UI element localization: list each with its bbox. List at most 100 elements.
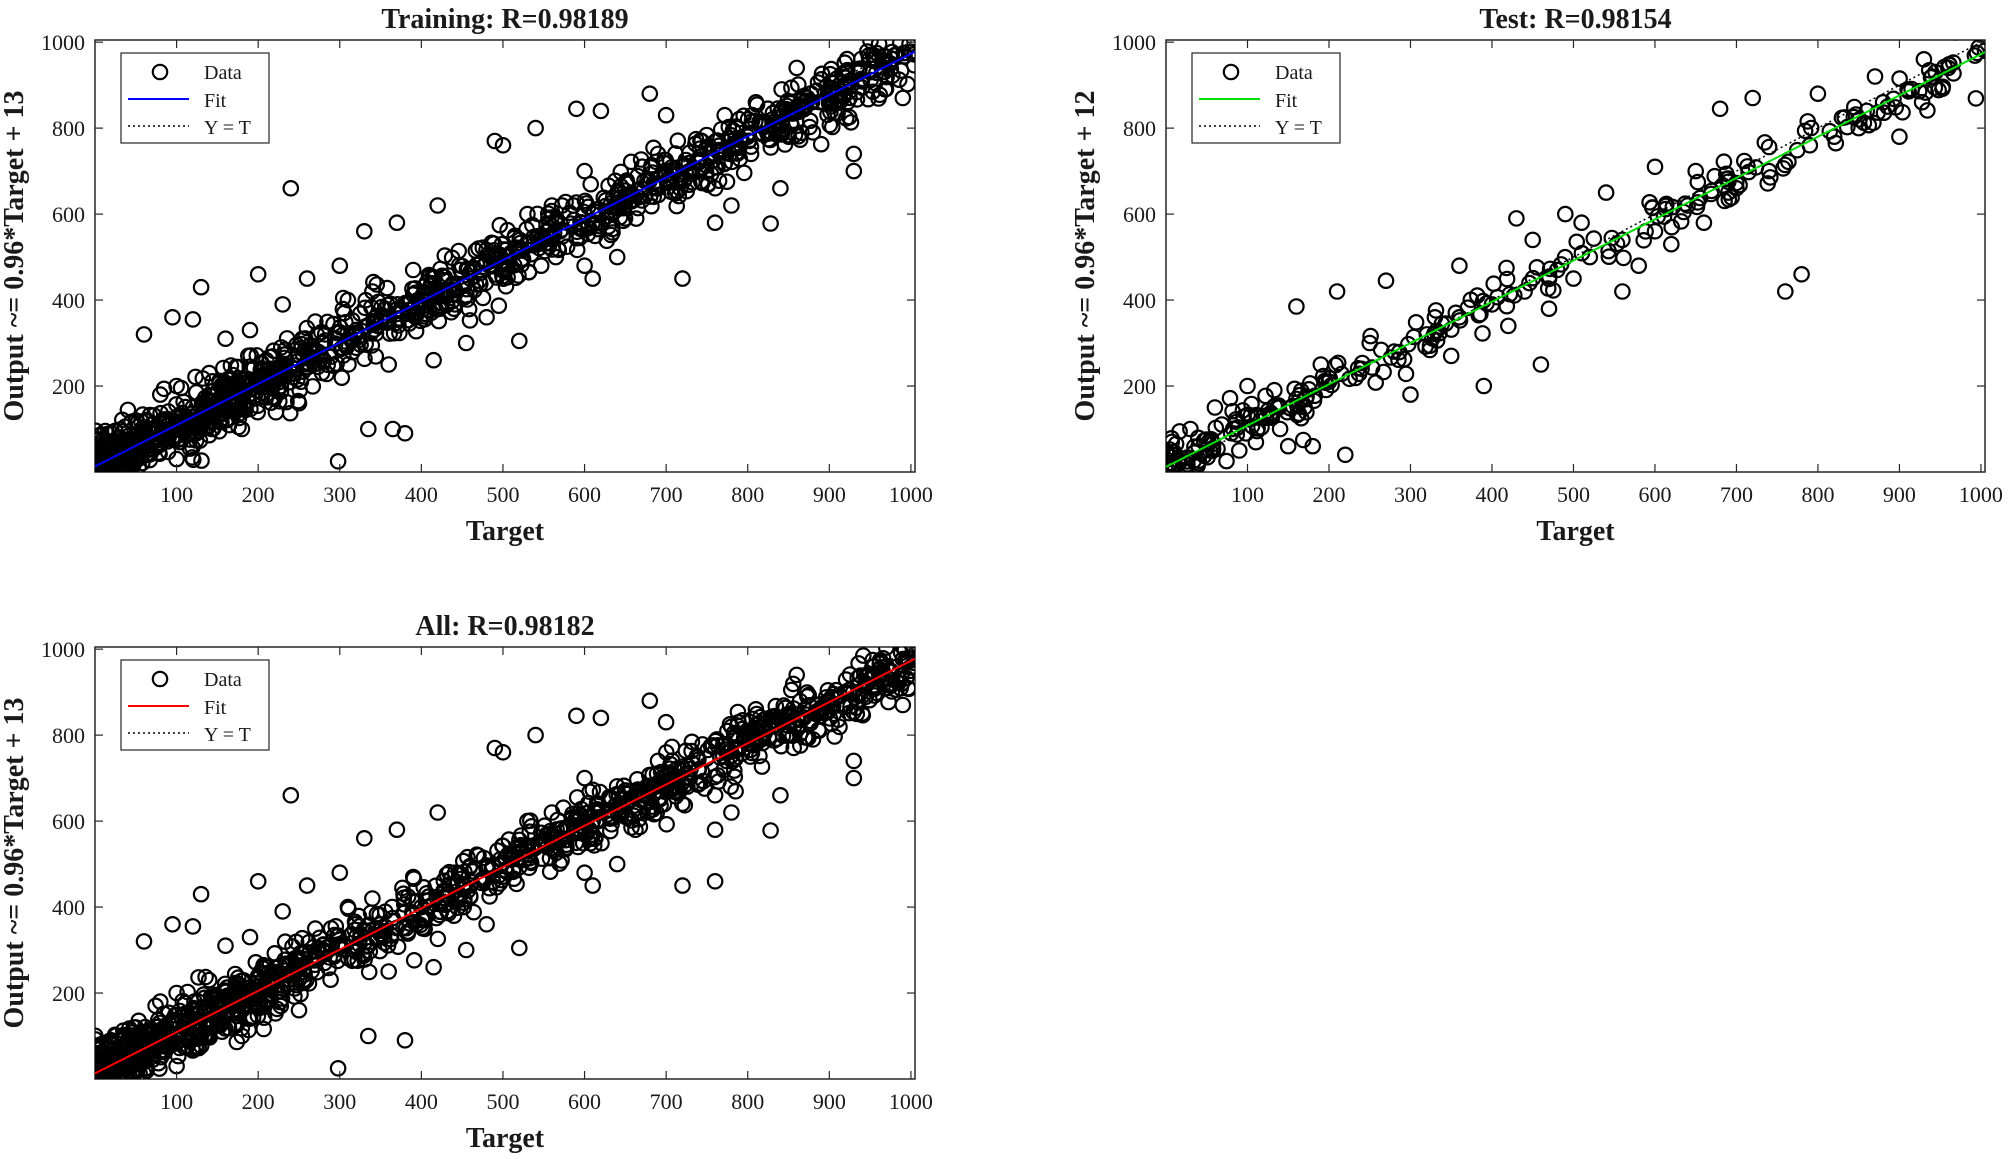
data-point [1451, 257, 1468, 274]
data-point [772, 180, 789, 197]
data-point-cloud [590, 796, 607, 813]
x-tick-label: 200 [1312, 482, 1345, 507]
data-point-cloud [549, 240, 567, 258]
y-tick-label: 400 [52, 288, 85, 313]
data-point-cloud [572, 214, 589, 231]
data-point [882, 55, 899, 72]
fit-line [1166, 51, 1985, 468]
data-point [861, 63, 879, 81]
data-point-cloud [667, 771, 685, 789]
data-point-cloud [1248, 422, 1266, 440]
data-point [1744, 89, 1761, 107]
data-point-cloud [837, 110, 855, 127]
data-point [217, 937, 234, 954]
data-point [1695, 214, 1713, 231]
data-layer [95, 40, 915, 472]
data-point [290, 1001, 308, 1019]
data-point-cloud [409, 915, 426, 932]
data-point-cloud [859, 90, 877, 108]
data-point-cloud [1521, 274, 1538, 292]
data-point [894, 696, 912, 714]
data-point [143, 416, 161, 433]
data-point [1976, 42, 1985, 59]
data-point-cloud [640, 766, 658, 784]
data-point-cloud [119, 401, 137, 419]
data-point-cloud [1421, 341, 1439, 359]
data-point [1687, 162, 1704, 180]
data-point-cloud [278, 393, 295, 411]
data-point [1793, 265, 1810, 283]
data-point-cloud [269, 983, 287, 1000]
data-point-cloud [819, 681, 837, 699]
data-point [747, 700, 765, 718]
data-point [1353, 360, 1370, 378]
data-point [1720, 184, 1737, 201]
data-point-cloud [427, 301, 445, 318]
data-point [1231, 442, 1248, 459]
data-point-cloud [848, 705, 866, 723]
data-point [519, 205, 536, 223]
x-axis-label: Target [466, 1123, 545, 1154]
chart-title: Training: R=0.98189 [381, 4, 628, 35]
data-point-cloud [1716, 192, 1733, 210]
x-tick-label: 900 [813, 1089, 846, 1114]
data-point [209, 407, 226, 425]
data-point [306, 920, 324, 937]
data-point [282, 180, 300, 197]
data-point-cloud [906, 57, 915, 74]
data-point [1328, 283, 1346, 300]
x-tick-label: 600 [1638, 482, 1671, 507]
data-point [103, 1032, 120, 1049]
data-point-cloud [712, 121, 730, 138]
x-tick-label: 500 [486, 482, 519, 507]
data-point-cloud [1891, 70, 1908, 87]
data-point [837, 683, 854, 701]
x-tick-label: 200 [242, 1089, 275, 1114]
data-point-cloud [753, 758, 771, 775]
data-point-cloud [135, 1064, 152, 1079]
data-point-cloud [351, 305, 369, 322]
data-point-cloud [112, 421, 129, 438]
legend-marker-data [151, 670, 169, 688]
data-point [494, 743, 512, 761]
data-point-cloud [1498, 259, 1515, 277]
data-point-cloud [498, 259, 515, 277]
data-point-cloud [190, 969, 207, 986]
data-point [184, 399, 202, 416]
data-point [551, 829, 569, 847]
data-point [1597, 184, 1615, 201]
data-point [282, 786, 300, 804]
data-point [404, 261, 422, 279]
data-point-cloud [1715, 153, 1733, 170]
data-point-cloud [779, 726, 797, 743]
data-point [331, 864, 349, 881]
data-point-cloud [367, 348, 385, 365]
data-point-cloud [443, 249, 461, 267]
data-point-cloud [202, 393, 220, 411]
data-point [233, 420, 251, 438]
data-point-cloud [1397, 365, 1415, 383]
data-point [527, 119, 544, 137]
data-point [437, 283, 455, 300]
x-tick-label: 200 [242, 482, 275, 507]
data-point [168, 377, 185, 395]
data-point-cloud [1218, 452, 1235, 470]
data-point-cloud [892, 647, 910, 662]
data-point [257, 958, 275, 976]
data-point [837, 76, 854, 94]
x-tick-label: 800 [731, 1089, 764, 1114]
data-point [1915, 50, 1933, 68]
data-point-cloud [300, 975, 318, 992]
x-axis-label: Target [1536, 516, 1615, 547]
data-point [576, 864, 593, 881]
data-point [1255, 407, 1273, 425]
identity-line [1166, 40, 1985, 472]
y-tick-label: 1000 [1112, 30, 1156, 55]
data-point [1304, 437, 1321, 455]
data-point [1809, 85, 1827, 102]
data-point-cloud [1718, 165, 1735, 183]
data-point-cloud [297, 972, 315, 989]
data-point [633, 786, 650, 804]
data-point [1182, 420, 1199, 438]
data-point [894, 89, 912, 107]
